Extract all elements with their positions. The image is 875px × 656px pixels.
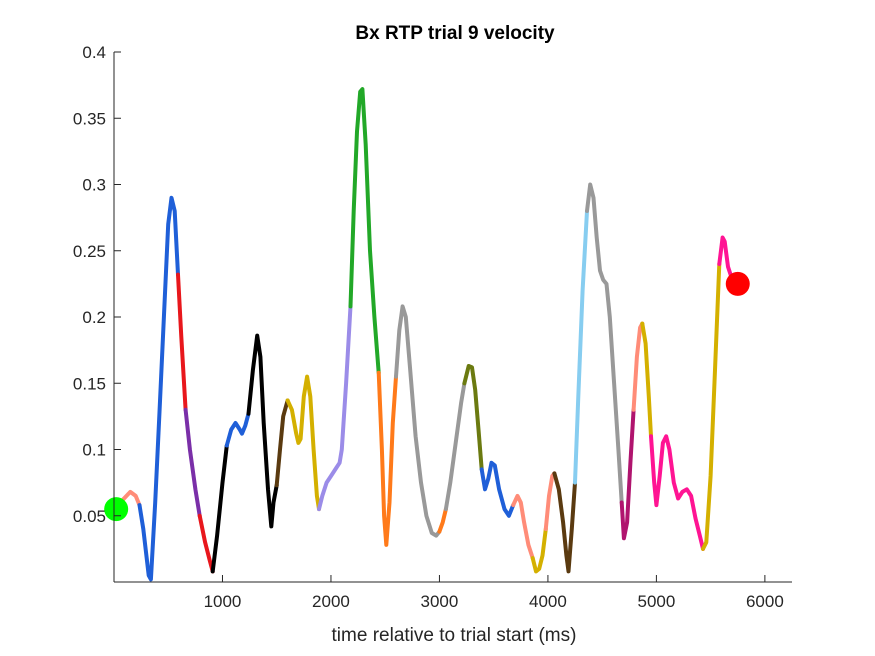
x-axis-label: time relative to trial start (ms) <box>332 625 577 646</box>
y-tick-label-2: 0.15 <box>73 374 106 393</box>
series-segment-2 <box>176 272 188 412</box>
series-segment-24 <box>619 407 636 541</box>
series-segment-20 <box>543 471 557 531</box>
y-tick-label-5: 0.3 <box>82 176 106 195</box>
y-tick-label-0: 0.05 <box>73 507 106 526</box>
chart-title: Bx RTP trial 9 velocity <box>355 23 555 44</box>
x-tick-label-1000: 1000 <box>204 592 242 611</box>
series-segment-21 <box>552 471 577 574</box>
series-segment-7 <box>246 333 279 529</box>
series-segment-28 <box>701 262 722 551</box>
x-tick-label-5000: 5000 <box>637 592 675 611</box>
x-tick-label-6000: 6000 <box>746 592 784 611</box>
y-tick-label-7: 0.4 <box>82 43 106 62</box>
series-segment-5 <box>210 443 229 574</box>
series-segment-25 <box>631 321 645 412</box>
series-segment-1 <box>137 195 180 582</box>
start-marker <box>104 497 129 522</box>
y-tick-label-6: 0.35 <box>73 109 106 128</box>
series-segment-3 <box>183 407 202 518</box>
series-segment-26 <box>640 321 653 439</box>
series-segment-4 <box>197 513 215 574</box>
series-segment-22 <box>573 209 589 485</box>
end-marker <box>725 271 750 296</box>
series-segment-18 <box>511 493 535 561</box>
y-tick-label-1: 0.1 <box>82 441 106 460</box>
plot-area <box>104 87 750 582</box>
series-segment-15 <box>443 381 467 512</box>
series-segment-8 <box>274 398 290 488</box>
series-segment-6 <box>224 411 251 448</box>
series-segment-19 <box>530 527 548 574</box>
series-segment-12 <box>376 370 398 547</box>
x-tick-label-2000: 2000 <box>312 592 350 611</box>
y-tick-label-4: 0.25 <box>73 242 106 261</box>
series-segment-23 <box>585 182 624 505</box>
series-segment-16 <box>462 364 484 472</box>
series-segment-10 <box>317 304 353 512</box>
series-segment-13 <box>394 304 442 538</box>
series-segment-9 <box>285 374 321 512</box>
series-segment-27 <box>649 434 705 551</box>
series-segment-17 <box>479 460 516 518</box>
y-tick-label-3: 0.2 <box>82 308 106 327</box>
x-tick-label-4000: 4000 <box>529 592 567 611</box>
x-tick-label-3000: 3000 <box>421 592 459 611</box>
series-segment-14 <box>437 507 448 534</box>
axes: 1000 2000 3000 4000 5000 6000 0.05 0.1 0.15 0.2 0.… <box>73 43 792 611</box>
series-segment-11 <box>348 87 381 375</box>
